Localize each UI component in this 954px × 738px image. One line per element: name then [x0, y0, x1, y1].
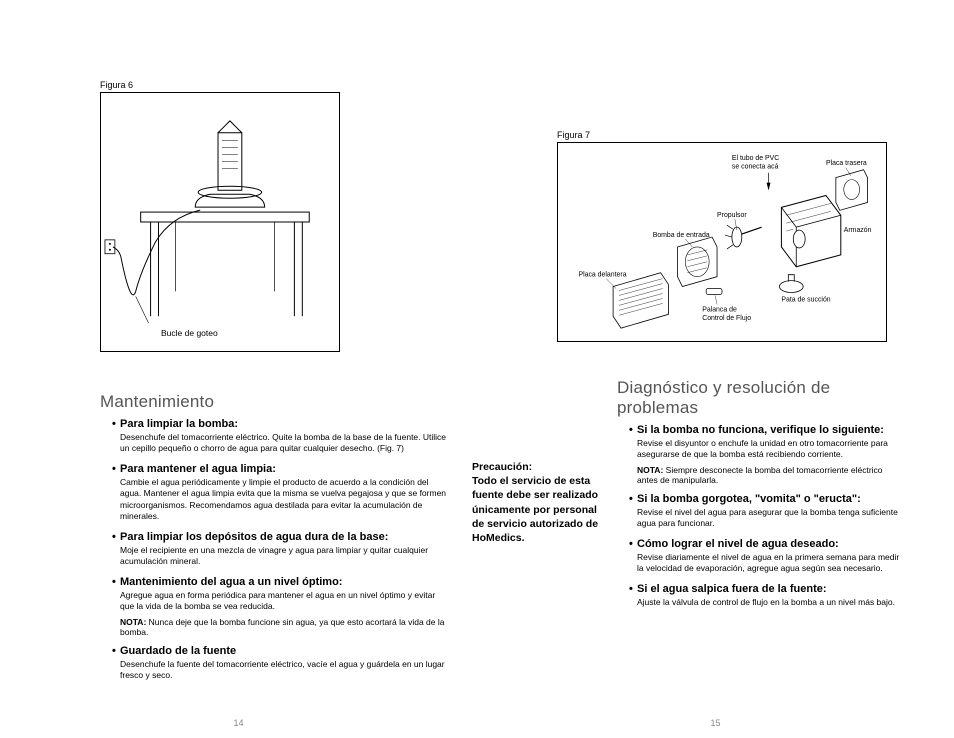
maint-item-2: •Para limpiar los depósitos de agua dura…: [100, 531, 447, 568]
ts-body-2: Revise diariamente el nivel de agua en l…: [629, 550, 904, 575]
maint-item-3: •Mantenimiento del agua a un nivel óptim…: [100, 576, 447, 637]
figure6-label: Figura 6: [100, 80, 447, 90]
svg-text:Palanca de: Palanca de: [702, 306, 737, 313]
ts-head-2: Cómo lograr el nivel de agua deseado:: [637, 538, 839, 550]
svg-text:Armazón: Armazón: [844, 227, 872, 234]
maint-head-2: Para limpiar los depósitos de agua dura …: [120, 531, 388, 543]
figure7: El tubo de PVC se conecta acá Placa tras…: [557, 142, 887, 342]
ts-nota-0: NOTA: Siempre desconecte la bomba del to…: [629, 461, 904, 485]
svg-text:Placa delantera: Placa delantera: [578, 272, 626, 279]
maint-body-3: Agregue agua en forma periódica para man…: [112, 588, 447, 613]
ts-head-0: Si la bomba no funciona, verifique lo si…: [637, 424, 884, 436]
ts-body-0: Revise el disyuntor o enchufe la unidad …: [629, 436, 904, 461]
svg-text:se conecta acá: se conecta acá: [732, 164, 779, 171]
svg-text:Pata de succión: Pata de succión: [781, 296, 830, 303]
svg-text:Control de Flujo: Control de Flujo: [702, 315, 751, 322]
maintenance-heading: Mantenimiento: [100, 392, 447, 412]
svg-text:Placa trasera: Placa trasera: [826, 160, 867, 167]
maint-head-1: Para mantener el agua limpia:: [120, 463, 276, 475]
ts-item-2: •Cómo lograr el nivel de agua deseado: R…: [617, 538, 904, 575]
ts-item-0: •Si la bomba no funciona, verifique lo s…: [617, 424, 904, 485]
troubleshoot-heading: Diagnóstico y resolución de problemas: [617, 378, 904, 418]
figure7-label: Figura 7: [557, 130, 904, 140]
maint-item-1: •Para mantener el agua limpia: Cambie el…: [100, 463, 447, 523]
page-right: Figura 7: [477, 0, 954, 738]
caution-text: Precaución: Todo el servicio de esta fue…: [472, 460, 612, 545]
drip-loop-label: Bucle de goteo: [161, 328, 218, 338]
maint-body-1: Cambie el agua periódicamente y limpie e…: [112, 475, 447, 523]
ts-body-3: Ajuste la válvula de control de flujo en…: [629, 595, 904, 608]
maint-head-4: Guardado de la fuente: [120, 645, 236, 657]
ts-body-1: Revise el nivel del agua para asegurar q…: [629, 505, 904, 530]
maint-item-0: •Para limpiar la bomba: Desenchufe del t…: [100, 418, 447, 455]
figure6: Bucle de goteo: [100, 92, 340, 352]
maint-body-0: Desenchufe del tomacorriente eléctrico. …: [112, 430, 447, 455]
maint-body-2: Moje el recipiente en una mezcla de vina…: [112, 543, 447, 568]
maint-body-4: Desenchufe la fuente del tomacorriente e…: [112, 657, 447, 682]
svg-text:Bomba de entrada: Bomba de entrada: [653, 232, 710, 239]
ts-head-1: Si la bomba gorgotea, "vomita" o "eructa…: [637, 493, 861, 505]
svg-text:El tubo de PVC: El tubo de PVC: [732, 155, 779, 162]
maint-item-4: •Guardado de la fuente Desenchufe la fue…: [100, 645, 447, 682]
maint-head-0: Para limpiar la bomba:: [120, 418, 238, 430]
page-left: Figura 6: [0, 0, 477, 738]
maint-nota-3: NOTA: Nunca deje que la bomba funcione s…: [112, 613, 447, 637]
maint-head-3: Mantenimiento del agua a un nivel óptimo…: [120, 576, 342, 588]
ts-item-3: •Si el agua salpica fuera de la fuente: …: [617, 583, 904, 608]
ts-head-3: Si el agua salpica fuera de la fuente:: [637, 583, 827, 595]
page-spread: Figura 6: [0, 0, 954, 738]
page-number-right: 15: [710, 718, 720, 728]
troubleshoot-block: Diagnóstico y resolución de problemas •S…: [617, 354, 904, 616]
ts-item-1: •Si la bomba gorgotea, "vomita" o "eruct…: [617, 493, 904, 530]
page-number-left: 14: [233, 718, 243, 728]
svg-text:Propulsor: Propulsor: [717, 212, 747, 219]
